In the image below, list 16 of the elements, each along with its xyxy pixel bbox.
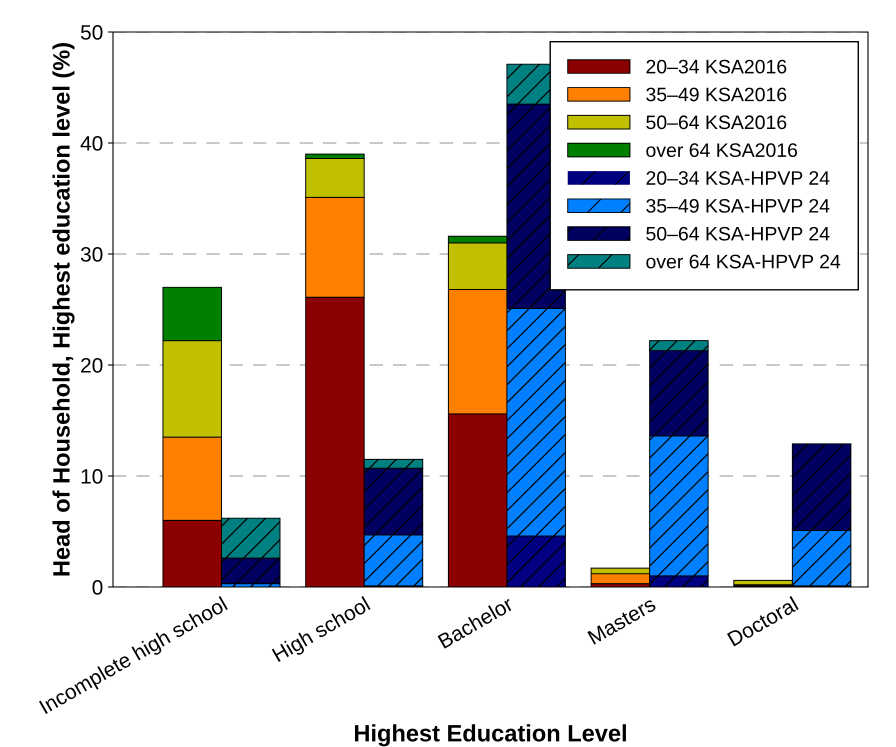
legend-label: over 64 KSA2016 (646, 143, 798, 158)
legend-label: 35–49 KSA2016 (646, 88, 786, 102)
x-axis-title: Highest Education Level (354, 724, 626, 746)
legend-label: 20–34 KSA2016 (646, 60, 786, 74)
legend-label: 20–34 KSA-HPVP 24 (646, 171, 830, 185)
legend-label: 50–64 KSA2016 (646, 115, 786, 130)
y-axis-title: Head of Household, Highest education level (%) (52, 43, 75, 576)
y-tick-label: 50 (80, 25, 102, 40)
legend-label: 35–49 KSA-HPVP 24 (646, 198, 830, 213)
legend-label: over 64 KSA-HPVP 24 (646, 254, 840, 268)
y-tick-label: 20 (81, 358, 102, 373)
legend-label: 50–64 KSA-HPVP 24 (646, 226, 830, 241)
y-tick-label: 30 (80, 247, 102, 262)
y-tick-label: 10 (82, 469, 102, 484)
y-tick-label: 0 (92, 580, 102, 595)
y-tick-label: 40 (80, 136, 102, 151)
